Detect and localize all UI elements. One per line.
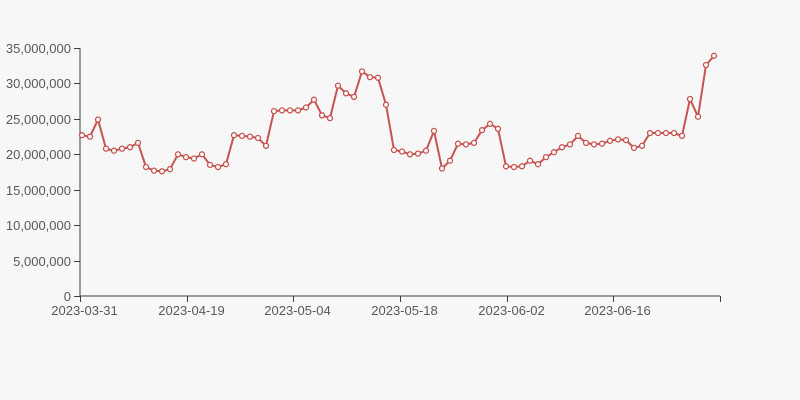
data-point-marker [614,136,622,143]
y-tick-label: 0 [64,289,71,304]
data-point-marker [662,129,670,137]
data-point-marker [566,141,574,148]
y-tick-label: 5,000,000 [13,254,71,269]
data-point-marker [350,93,358,101]
data-point-marker [254,134,262,142]
data-point-marker [454,140,462,147]
data-point-marker [526,157,534,164]
data-point-marker [582,139,590,147]
data-point-marker [654,129,662,137]
data-point-marker [534,161,542,168]
data-point-marker [462,141,470,148]
data-point-marker [542,153,550,161]
data-point-marker [486,120,494,127]
x-tick-label: 2023-05-18 [371,303,438,318]
y-tick-label: 30,000,000 [6,76,71,91]
data-point-marker [694,113,702,120]
data-point-marker [558,144,566,151]
data-point-marker [478,127,486,134]
data-point-marker [414,150,422,157]
data-point-marker [502,163,510,170]
data-point-marker [702,61,710,69]
data-point-marker [150,167,158,174]
data-point-marker [238,132,246,140]
data-point-marker [310,96,318,103]
data-point-marker [390,146,398,154]
data-point-marker [126,144,134,151]
data-point-marker [278,107,286,114]
data-point-marker [110,147,118,154]
y-tick-label: 10,000,000 [6,218,71,233]
data-point-marker [638,142,646,149]
data-point-marker [358,68,366,75]
data-point-marker [574,132,582,140]
data-point-marker [342,90,350,97]
data-point-marker [678,132,686,140]
data-point-marker [142,163,150,171]
data-point-marker [518,163,526,170]
y-tick-label: 15,000,000 [6,183,71,198]
y-tick-label: 20,000,000 [6,147,71,162]
data-point-marker [230,132,238,139]
data-point-marker [174,151,182,158]
data-point-marker [366,73,374,81]
data-point-marker [102,145,110,152]
data-point-marker [438,165,446,172]
data-point-marker [510,163,518,171]
data-point-marker [686,95,694,103]
data-point-marker [550,149,558,156]
data-point-marker [214,163,222,171]
data-point-marker [646,129,654,137]
data-point-marker [598,140,606,147]
data-point-marker [430,127,438,135]
data-point-marker [318,112,326,119]
data-point-marker [158,168,166,175]
data-point-marker [182,153,190,161]
data-point-marker [262,142,270,149]
data-point-marker [470,139,478,147]
x-tick-label: 2023-03-31 [51,303,118,318]
data-point-marker [670,129,678,137]
data-point-marker [222,161,230,168]
data-point-marker [86,133,94,140]
data-point-marker [206,161,214,169]
data-point-marker [622,136,630,144]
data-point-marker [94,116,102,123]
data-point-marker [710,52,718,59]
data-point-marker [302,104,310,111]
y-tick-label: 25,000,000 [6,112,71,127]
data-point-marker [78,132,86,139]
data-point-marker [334,82,342,89]
data-point-marker [134,139,142,147]
y-tick-label: 35,000,000 [6,41,71,56]
data-point-marker [246,133,254,140]
data-point-marker [382,101,390,108]
data-point-marker [494,125,502,132]
data-point-marker [326,114,334,122]
data-point-marker [270,107,278,115]
data-point-marker [166,166,174,173]
data-point-marker [630,144,638,152]
data-point-marker [286,107,294,114]
x-tick-label: 2023-04-19 [158,303,225,318]
data-point-marker [198,151,206,158]
data-point-marker [190,155,198,162]
data-point-marker [590,141,598,148]
data-point-marker [398,148,406,155]
data-point-marker [446,157,454,164]
data-point-marker [406,151,414,158]
data-point-marker [374,74,382,81]
data-point-marker [118,145,126,152]
x-tick-label: 2023-05-04 [264,303,331,318]
x-tick-label: 2023-06-16 [584,303,651,318]
data-point-marker [606,137,614,144]
data-point-marker [294,107,302,114]
x-tick-label: 2023-06-02 [478,303,545,318]
data-point-marker [422,147,430,154]
